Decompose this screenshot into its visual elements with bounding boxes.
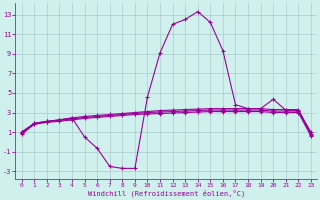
X-axis label: Windchill (Refroidissement éolien,°C): Windchill (Refroidissement éolien,°C): [88, 190, 245, 197]
